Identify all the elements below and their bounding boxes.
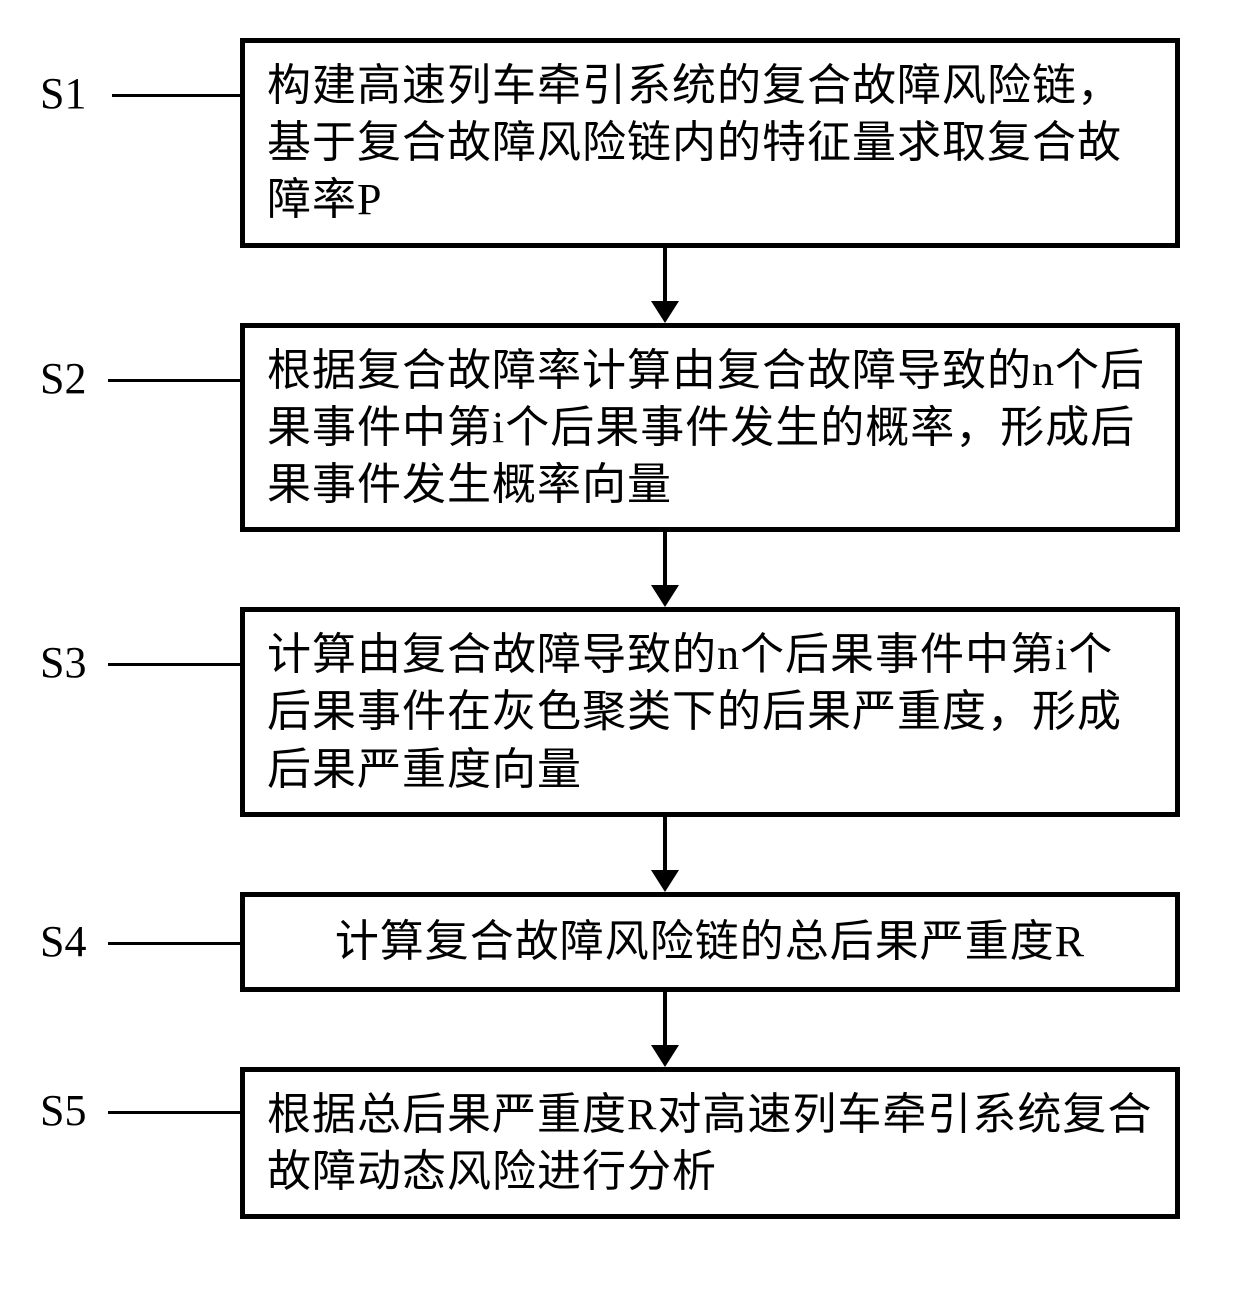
step-label-s3: S3 <box>40 637 86 688</box>
arrow-line <box>663 992 667 1050</box>
step-text-s4: 计算复合故障风险链的总后果严重度R <box>335 913 1085 970</box>
step-box-s2: 根据复合故障率计算由复合故障导致的n个后果事件中第i个后果事件发生的概率，形成后… <box>240 323 1180 533</box>
label-connector-s2 <box>108 379 240 382</box>
step-row-s3: S3 计算由复合故障导致的n个后果事件中第i个后果事件在灰色聚类下的后果严重度，… <box>0 607 1240 817</box>
step-label-s4: S4 <box>40 916 86 967</box>
step-row-s5: S5 根据总后果严重度R对高速列车牵引系统复合故障动态风险进行分析 <box>0 1067 1240 1219</box>
arrow-s4-s5 <box>45 992 1240 1067</box>
arrow-s2-s3 <box>45 532 1240 607</box>
arrow-line <box>663 817 667 875</box>
step-text-s5: 根据总后果严重度R对高速列车牵引系统复合故障动态风险进行分析 <box>267 1086 1153 1200</box>
arrow-head <box>651 870 679 892</box>
label-connector-s3 <box>108 663 240 666</box>
arrow-line <box>663 532 667 590</box>
label-connector-s5 <box>108 1111 240 1114</box>
step-label-s1: S1 <box>40 68 86 119</box>
arrow-line <box>663 248 667 306</box>
flowchart-container: S1 构建高速列车牵引系统的复合故障风险链，基于复合故障风险链内的特征量求取复合… <box>0 38 1240 1219</box>
step-text-s3: 计算由复合故障导致的n个后果事件中第i个后果事件在灰色聚类下的后果严重度，形成后… <box>267 626 1153 798</box>
step-box-s4: 计算复合故障风险链的总后果严重度R <box>240 892 1180 992</box>
arrow-s3-s4 <box>45 817 1240 892</box>
arrow-head <box>651 301 679 323</box>
step-box-s5: 根据总后果严重度R对高速列车牵引系统复合故障动态风险进行分析 <box>240 1067 1180 1219</box>
arrow-head <box>651 1045 679 1067</box>
step-label-s2: S2 <box>40 353 86 404</box>
step-text-s2: 根据复合故障率计算由复合故障导致的n个后果事件中第i个后果事件发生的概率，形成后… <box>267 342 1153 514</box>
step-box-s3: 计算由复合故障导致的n个后果事件中第i个后果事件在灰色聚类下的后果严重度，形成后… <box>240 607 1180 817</box>
step-row-s2: S2 根据复合故障率计算由复合故障导致的n个后果事件中第i个后果事件发生的概率，… <box>0 323 1240 533</box>
arrow-s1-s2 <box>45 248 1240 323</box>
step-label-s5: S5 <box>40 1085 86 1136</box>
step-row-s1: S1 构建高速列车牵引系统的复合故障风险链，基于复合故障风险链内的特征量求取复合… <box>0 38 1240 248</box>
arrow-head <box>651 585 679 607</box>
step-row-s4: S4 计算复合故障风险链的总后果严重度R <box>0 892 1240 992</box>
label-connector-s1 <box>112 94 240 97</box>
label-connector-s4 <box>108 942 240 945</box>
step-box-s1: 构建高速列车牵引系统的复合故障风险链，基于复合故障风险链内的特征量求取复合故障率… <box>240 38 1180 248</box>
step-text-s1: 构建高速列车牵引系统的复合故障风险链，基于复合故障风险链内的特征量求取复合故障率… <box>267 57 1153 229</box>
